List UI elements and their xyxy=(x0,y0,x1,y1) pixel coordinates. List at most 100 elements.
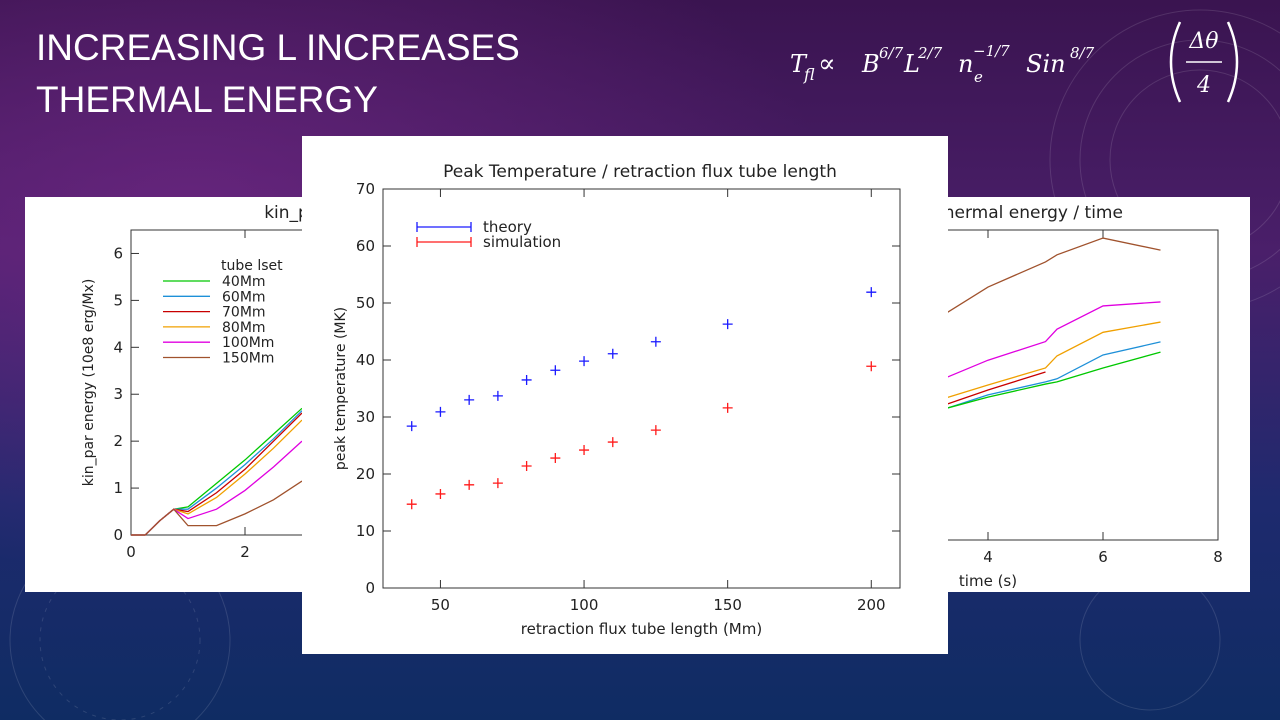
legend-label: 100Mm xyxy=(222,335,274,351)
legend-label: 150Mm xyxy=(222,351,274,367)
x-tick-label: 200 xyxy=(857,596,886,614)
y-tick-label: 40 xyxy=(356,351,375,369)
y-axis-label: kin_par energy (10e8 erg/Mx) xyxy=(81,279,97,487)
y-axis-label: peak temperature (MK) xyxy=(333,307,349,470)
data-line xyxy=(947,371,1046,405)
data-point xyxy=(866,361,877,372)
legend-title: tube lset xyxy=(221,258,283,274)
data-point xyxy=(464,479,475,490)
y-tick-label: 50 xyxy=(356,294,375,312)
formula-part: ∝ xyxy=(818,49,836,79)
data-point xyxy=(521,374,532,385)
data-point xyxy=(492,390,503,401)
x-axis-label: time (s) xyxy=(959,572,1017,590)
y-tick-label: 60 xyxy=(356,237,375,255)
formula-part: n xyxy=(958,50,973,78)
legend-label: simulation xyxy=(483,233,561,251)
y-tick-label: 6 xyxy=(113,244,123,262)
plot-frame xyxy=(382,188,901,589)
chart-body: Peak Temperature / retraction flux tube … xyxy=(333,162,901,638)
y-tick-label: 70 xyxy=(356,180,375,198)
formula-part: Sin xyxy=(1026,50,1066,78)
x-tick-label: 2 xyxy=(240,543,250,561)
chart-title: thermal energy / time xyxy=(937,203,1123,223)
chart-panel xyxy=(25,197,325,592)
x-tick-label: 4 xyxy=(983,548,993,566)
data-point xyxy=(435,488,446,499)
x-tick-label: 150 xyxy=(713,596,742,614)
formula-part: L xyxy=(903,50,920,78)
legend-label: 60Mm xyxy=(222,289,266,305)
formula-part: B xyxy=(861,50,880,78)
formula-part: e xyxy=(974,68,983,86)
y-tick-label: 5 xyxy=(113,291,123,309)
data-point xyxy=(550,365,561,376)
y-tick-label: 30 xyxy=(356,408,375,426)
data-point xyxy=(722,319,733,330)
data-line xyxy=(947,237,1161,313)
chart-title: Peak Temperature / retraction flux tube … xyxy=(443,162,837,182)
y-tick-label: 20 xyxy=(356,465,375,483)
data-line xyxy=(947,351,1161,409)
legend-symbol xyxy=(416,237,472,247)
chart-panel xyxy=(940,197,1250,592)
formula-part: T xyxy=(790,50,808,78)
data-point xyxy=(607,348,618,359)
data-point xyxy=(650,336,661,347)
y-tick-label: 3 xyxy=(113,385,123,403)
data-line xyxy=(947,301,1161,378)
formula-part: 8/7 xyxy=(1070,44,1095,62)
y-tick-label: 0 xyxy=(113,526,123,544)
data-point xyxy=(464,394,475,405)
formula-part: 2/7 xyxy=(917,44,943,62)
x-tick-label: 50 xyxy=(431,596,450,614)
formula-part: 4 xyxy=(1196,73,1211,98)
x-tick-label: 6 xyxy=(1098,548,1108,566)
data-point xyxy=(650,425,661,436)
data-point xyxy=(406,499,417,510)
formula-part: fl xyxy=(803,65,815,84)
x-axis-label: retraction flux tube length (Mm) xyxy=(521,620,762,638)
legend-label: 70Mm xyxy=(222,305,266,321)
y-tick-label: 0 xyxy=(365,579,375,597)
legend-label: 80Mm xyxy=(222,320,266,336)
formula-part: 6/7 xyxy=(879,44,904,62)
slide-title: THERMAL ENERGY xyxy=(36,79,378,120)
data-point xyxy=(521,461,532,472)
legend-label: 40Mm xyxy=(222,274,266,290)
chart-body: kin_par energy / timekin_par energy (10e… xyxy=(81,203,325,561)
data-point xyxy=(722,402,733,413)
chart: kin_par energy / timekin_par energy (10e… xyxy=(25,197,325,592)
formula: T fl ∝ B 6/7 L 2/7 n e −1/7 Sin 8/7 Δθ 4 xyxy=(790,21,1239,103)
data-line xyxy=(131,480,303,536)
plot-frame xyxy=(130,229,325,536)
paren xyxy=(1169,21,1182,103)
data-point xyxy=(406,421,417,432)
legend-label: theory xyxy=(483,218,532,236)
data-point xyxy=(492,478,503,489)
x-tick-label: 100 xyxy=(570,596,599,614)
data-line xyxy=(947,321,1161,399)
data-point xyxy=(435,406,446,417)
paren xyxy=(1226,21,1239,103)
data-line xyxy=(947,341,1161,409)
data-point xyxy=(866,287,877,298)
y-tick-label: 10 xyxy=(356,522,375,540)
chart: Peak Temperature / retraction flux tube … xyxy=(302,136,948,654)
formula-part: −1/7 xyxy=(973,42,1010,60)
data-point xyxy=(550,453,561,464)
legend-symbol xyxy=(416,222,472,232)
data-point xyxy=(579,356,590,367)
y-tick-label: 2 xyxy=(113,432,123,450)
y-tick-label: 4 xyxy=(113,338,123,356)
formula-part: Δθ xyxy=(1188,29,1218,54)
data-point xyxy=(607,437,618,448)
x-tick-label: 0 xyxy=(126,543,136,561)
x-tick-label: 8 xyxy=(1213,548,1223,566)
data-point xyxy=(579,445,590,456)
chart-panel xyxy=(302,136,948,654)
